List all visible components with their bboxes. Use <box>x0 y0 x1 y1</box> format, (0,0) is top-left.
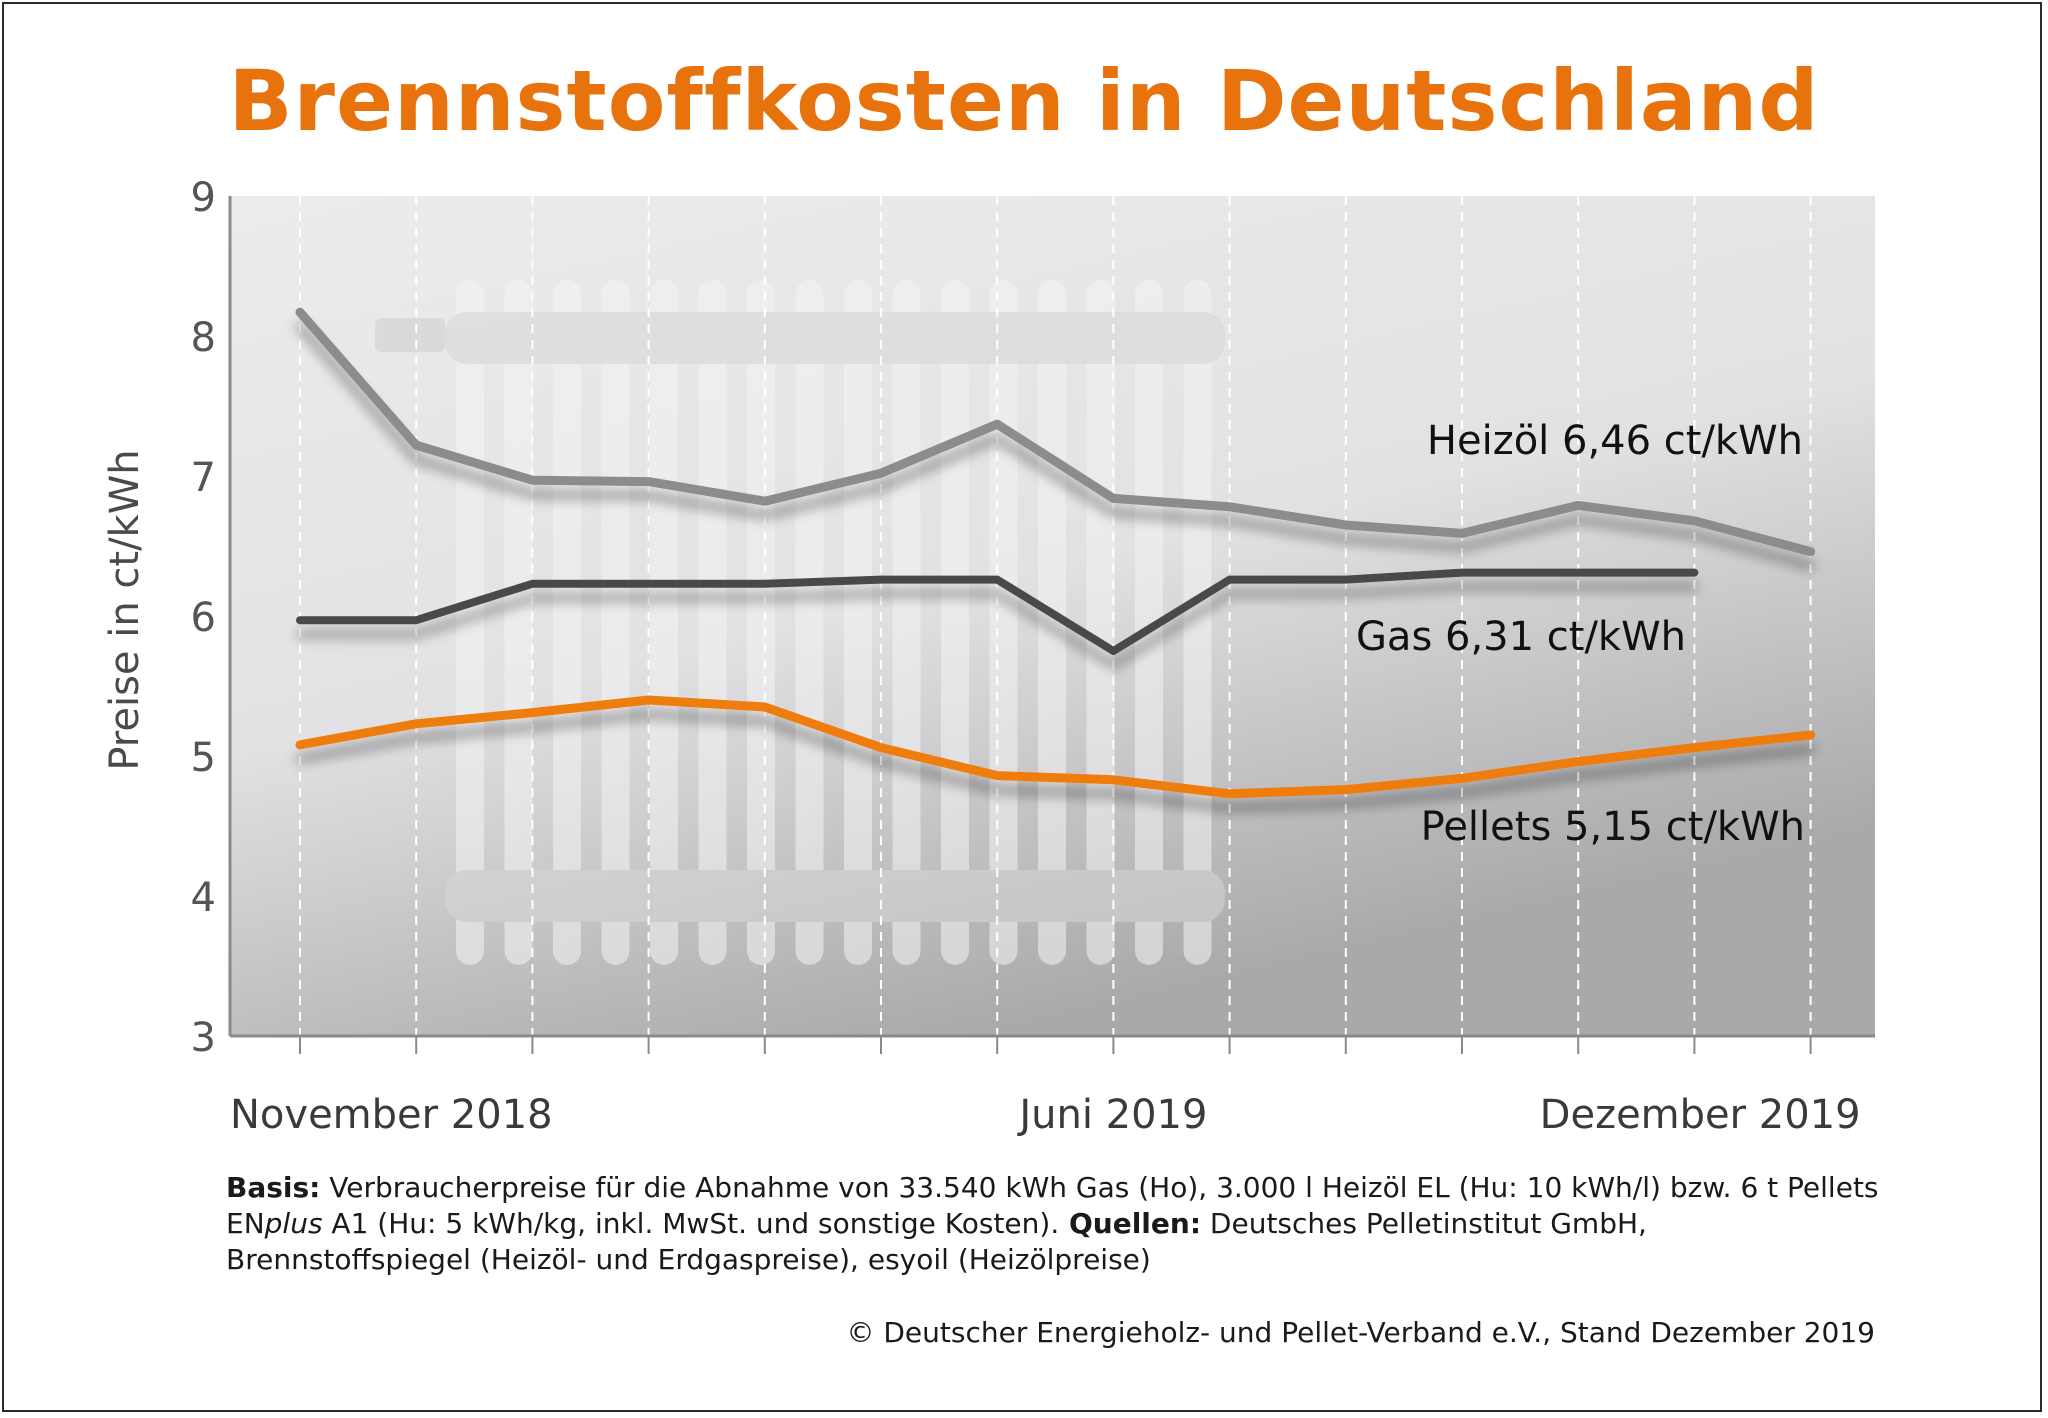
series-labels: Heizöl 6,46 ct/kWh Gas 6,31 ct/kWh Pellets… <box>1356 418 1805 850</box>
y-tick-label: 3 <box>191 1015 216 1061</box>
y-tick-label: 6 <box>191 595 216 641</box>
series-label-gas: Gas 6,31 ct/kWh <box>1356 614 1686 660</box>
basis-text: Verbraucherpreise für die Abnahme von 33… <box>226 1171 1879 1240</box>
radiator-fin <box>844 280 872 965</box>
axes <box>228 196 1875 1038</box>
y-tick-label: 9 <box>191 175 216 221</box>
radiator-fin <box>456 280 484 965</box>
y-axis-label: Preise in ct/kWh <box>102 449 148 770</box>
radiator-top-bar <box>445 312 1225 364</box>
x-tick-labels: November 2018 Juni 2019 Dezember 2019 <box>230 1092 1861 1138</box>
radiator-fin <box>601 280 630 965</box>
series-lines <box>295 307 1816 799</box>
basis-label: Basis: <box>226 1171 321 1204</box>
x-tick-label: Dezember 2019 <box>1540 1092 1861 1138</box>
series-line-gas <box>296 568 1699 655</box>
radiator-fin <box>892 280 921 965</box>
y-tick-label: 5 <box>191 735 216 781</box>
radiator-valve <box>375 318 445 352</box>
radiator-fin <box>1183 280 1212 965</box>
enplus-italic: plus <box>264 1207 323 1240</box>
radiator-fin <box>1086 280 1115 965</box>
series-label-pellets: Pellets 5,15 ct/kWh <box>1421 804 1805 850</box>
chart-title: Brennstoffkosten in Deutschland <box>228 52 1820 150</box>
x-tick-label: November 2018 <box>230 1092 553 1138</box>
radiator-fin <box>795 280 824 965</box>
series-line-pellets <box>295 695 1816 799</box>
series-line-heizoel <box>295 307 1816 557</box>
y-tick-label: 8 <box>191 315 216 361</box>
radiator-bottom-bar <box>445 870 1225 922</box>
radiator-fin <box>650 280 678 965</box>
basis-text-2: A1 (Hu: 5 kWh/kg, inkl. MwSt. und sonsti… <box>322 1207 1060 1240</box>
radiator-fin <box>504 280 533 965</box>
quellen-label: Quellen: <box>1059 1207 1202 1240</box>
quellen-text: Deutsches Pelletinstitut GmbH, Brennstof… <box>226 1207 1647 1276</box>
radiator-fin <box>747 280 775 965</box>
y-tick-label: 7 <box>191 455 216 501</box>
radiator-watermark <box>375 280 1225 965</box>
radiator-fin <box>698 280 727 965</box>
radiator-fin <box>941 280 969 965</box>
y-tick-labels: 3 4 5 6 7 8 9 <box>191 175 216 1061</box>
radiator-fin <box>989 280 1018 965</box>
y-tick-label: 4 <box>191 875 216 921</box>
radiator-fin <box>553 280 581 965</box>
x-tick-label: Juni 2019 <box>1016 1092 1207 1138</box>
radiator-fin <box>1135 280 1163 965</box>
copyright-note: © Deutscher Energieholz- und Pellet-Verb… <box>846 1316 1875 1349</box>
footnote-basis: Basis: Verbraucherpreise für die Abnahme… <box>226 1170 1896 1278</box>
series-label-heizoel: Heizöl 6,46 ct/kWh <box>1427 418 1803 464</box>
grid-lines <box>299 196 1812 1054</box>
